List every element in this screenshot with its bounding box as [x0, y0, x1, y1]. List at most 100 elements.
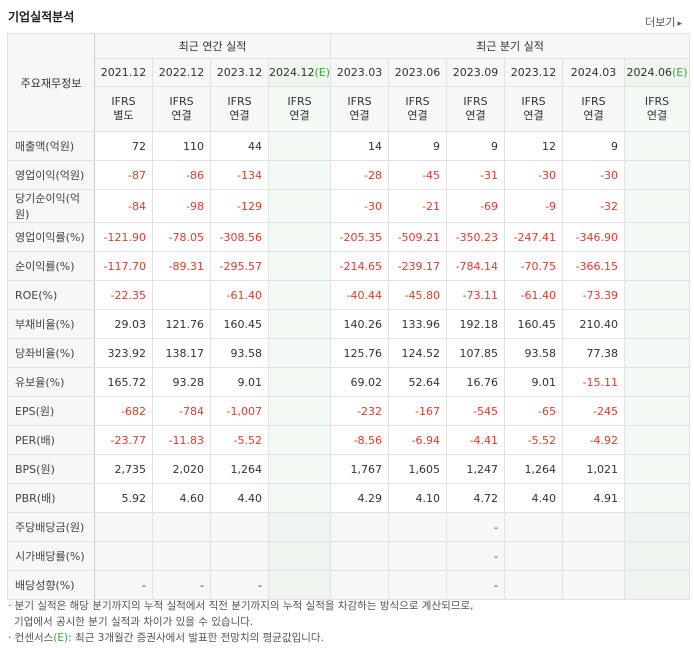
- table-cell: -346.90: [562, 222, 626, 252]
- table-cell: [624, 280, 691, 310]
- table-cell: 4.40: [210, 483, 269, 513]
- table-cell: -61.40: [210, 280, 269, 310]
- standard-label: IFRS: [347, 95, 372, 108]
- quarter-group-header: 최근 분기 실적: [330, 33, 691, 59]
- consolidation-label: 연결: [289, 109, 310, 122]
- period-label: 2024.06: [626, 66, 673, 79]
- table-cell: 1,605: [388, 454, 448, 484]
- table-cell: 192.18: [446, 309, 506, 339]
- table-cell: 165.72: [94, 367, 153, 397]
- more-link[interactable]: 더보기 ▸: [645, 14, 682, 30]
- table-cell: [152, 280, 211, 310]
- table-row: 영업이익(억원) -87 -86 -134 -28 -45 -31 -30 -30: [7, 160, 691, 190]
- row-label: 영업이익(억원): [7, 160, 95, 190]
- period-header: 2024.03: [562, 58, 626, 87]
- table-cell: 210.40: [562, 309, 626, 339]
- table-cell: [267, 570, 332, 600]
- table-cell: -129: [210, 189, 269, 223]
- table-cell: -308.56: [210, 222, 269, 252]
- table-cell: 44: [210, 131, 269, 161]
- table-cell: 110: [152, 131, 211, 161]
- table-cell: 9.01: [210, 367, 269, 397]
- note-line: · 컨센서스(E): 최근 3개월간 증권사에서 발표한 전망치의 평균값입니다…: [8, 630, 473, 646]
- period-header: 2023.06: [388, 58, 448, 87]
- table-cell: -30: [330, 189, 390, 223]
- table-cell: -1,007: [210, 396, 269, 426]
- table-cell: 93.58: [210, 338, 269, 368]
- table-row: 순이익률(%) -117.70 -89.31 -295.57 -214.65 -239.1…: [7, 251, 691, 281]
- table-cell: -245: [562, 396, 626, 426]
- table-cell: -69: [446, 189, 506, 223]
- table-row: PBR(배) 5.92 4.60 4.40 4.29 4.10 4.72 4.40 4.91: [7, 483, 691, 513]
- table-cell: [388, 570, 448, 600]
- table-cell: 107.85: [446, 338, 506, 368]
- row-label: 주당배당금(원): [7, 512, 95, 542]
- standard-label: IFRS: [169, 95, 194, 108]
- table-cell: 1,021: [562, 454, 626, 484]
- table-cell: -21: [388, 189, 448, 223]
- table-cell: -784.14: [446, 251, 506, 281]
- table-cell: [152, 512, 211, 542]
- standard-label: IFRS: [111, 95, 136, 108]
- table-cell: -73.11: [446, 280, 506, 310]
- table-cell: -121.90: [94, 222, 153, 252]
- standard-label: IFRS: [581, 95, 606, 108]
- table-cell: 4.60: [152, 483, 211, 513]
- table-cell: [94, 541, 153, 571]
- table-cell: [562, 570, 626, 600]
- table-cell: 1,264: [504, 454, 564, 484]
- table-cell: -214.65: [330, 251, 390, 281]
- table-cell: 2,735: [94, 454, 153, 484]
- row-label: 당좌비율(%): [7, 338, 95, 368]
- note-line: · 분기 실적은 해당 분기까지의 누적 실적에서 직전 분기까지의 누적 실적…: [8, 600, 474, 612]
- table-cell: -98: [152, 189, 211, 223]
- table-cell: -11.83: [152, 425, 211, 455]
- table-cell: [562, 512, 626, 542]
- table-cell: 16.76: [446, 367, 506, 397]
- table-cell: 125.76: [330, 338, 390, 368]
- table-cell: -5.52: [210, 425, 269, 455]
- note-text: : 최근 3개월간 증권사에서 발표한 전망치의 평균값입니다.: [68, 632, 324, 644]
- table-cell: -205.35: [330, 222, 390, 252]
- period-header: 2023.12: [504, 58, 564, 87]
- table-cell: -84: [94, 189, 153, 223]
- row-label: 순이익률(%): [7, 251, 95, 281]
- period-header: 2023.03: [330, 58, 390, 87]
- table-cell: 323.92: [94, 338, 153, 368]
- period-label: 2021.12: [100, 66, 147, 79]
- table-cell: -31: [446, 160, 506, 190]
- note-line: 기업에서 공시한 분기 실적과 차이가 있을 수 있습니다.: [14, 616, 254, 628]
- row-label: 시가배당률(%): [7, 541, 95, 571]
- table-cell: [624, 189, 691, 223]
- table-cell: -: [446, 570, 506, 600]
- table-cell: -28: [330, 160, 390, 190]
- table-row: 당기순이익(억원) -84 -98 -129 -30 -21 -69 -9 -32: [7, 189, 691, 223]
- table-cell: [562, 541, 626, 571]
- accounting-standard: IFRS 연결: [504, 86, 564, 132]
- table-cell: [330, 512, 390, 542]
- table-cell: 133.96: [388, 309, 448, 339]
- table-cell: 4.40: [504, 483, 564, 513]
- table-cell: [152, 541, 211, 571]
- table-cell: [210, 541, 269, 571]
- table-cell: -30: [562, 160, 626, 190]
- row-label: 배당성향(%): [7, 570, 95, 600]
- consolidation-label: 연결: [229, 109, 250, 122]
- table-cell: 9: [562, 131, 626, 161]
- row-label: BPS(원): [7, 454, 95, 484]
- standard-label: IFRS: [521, 95, 546, 108]
- table-row: 영업이익률(%) -121.90 -78.05 -308.56 -205.35 -509.…: [7, 222, 691, 252]
- table-cell: [504, 512, 564, 542]
- table-cell: [267, 425, 332, 455]
- table-cell: -30: [504, 160, 564, 190]
- accounting-standard: IFRS 연결: [152, 86, 211, 132]
- table-cell: [267, 512, 332, 542]
- table-cell: 77.38: [562, 338, 626, 368]
- consolidation-label: 별도: [113, 109, 134, 122]
- table-cell: -15.11: [562, 367, 626, 397]
- table-cell: 4.72: [446, 483, 506, 513]
- table-cell: 29.03: [94, 309, 153, 339]
- table-cell: -232: [330, 396, 390, 426]
- table-cell: [624, 425, 691, 455]
- table-cell: -: [152, 570, 211, 600]
